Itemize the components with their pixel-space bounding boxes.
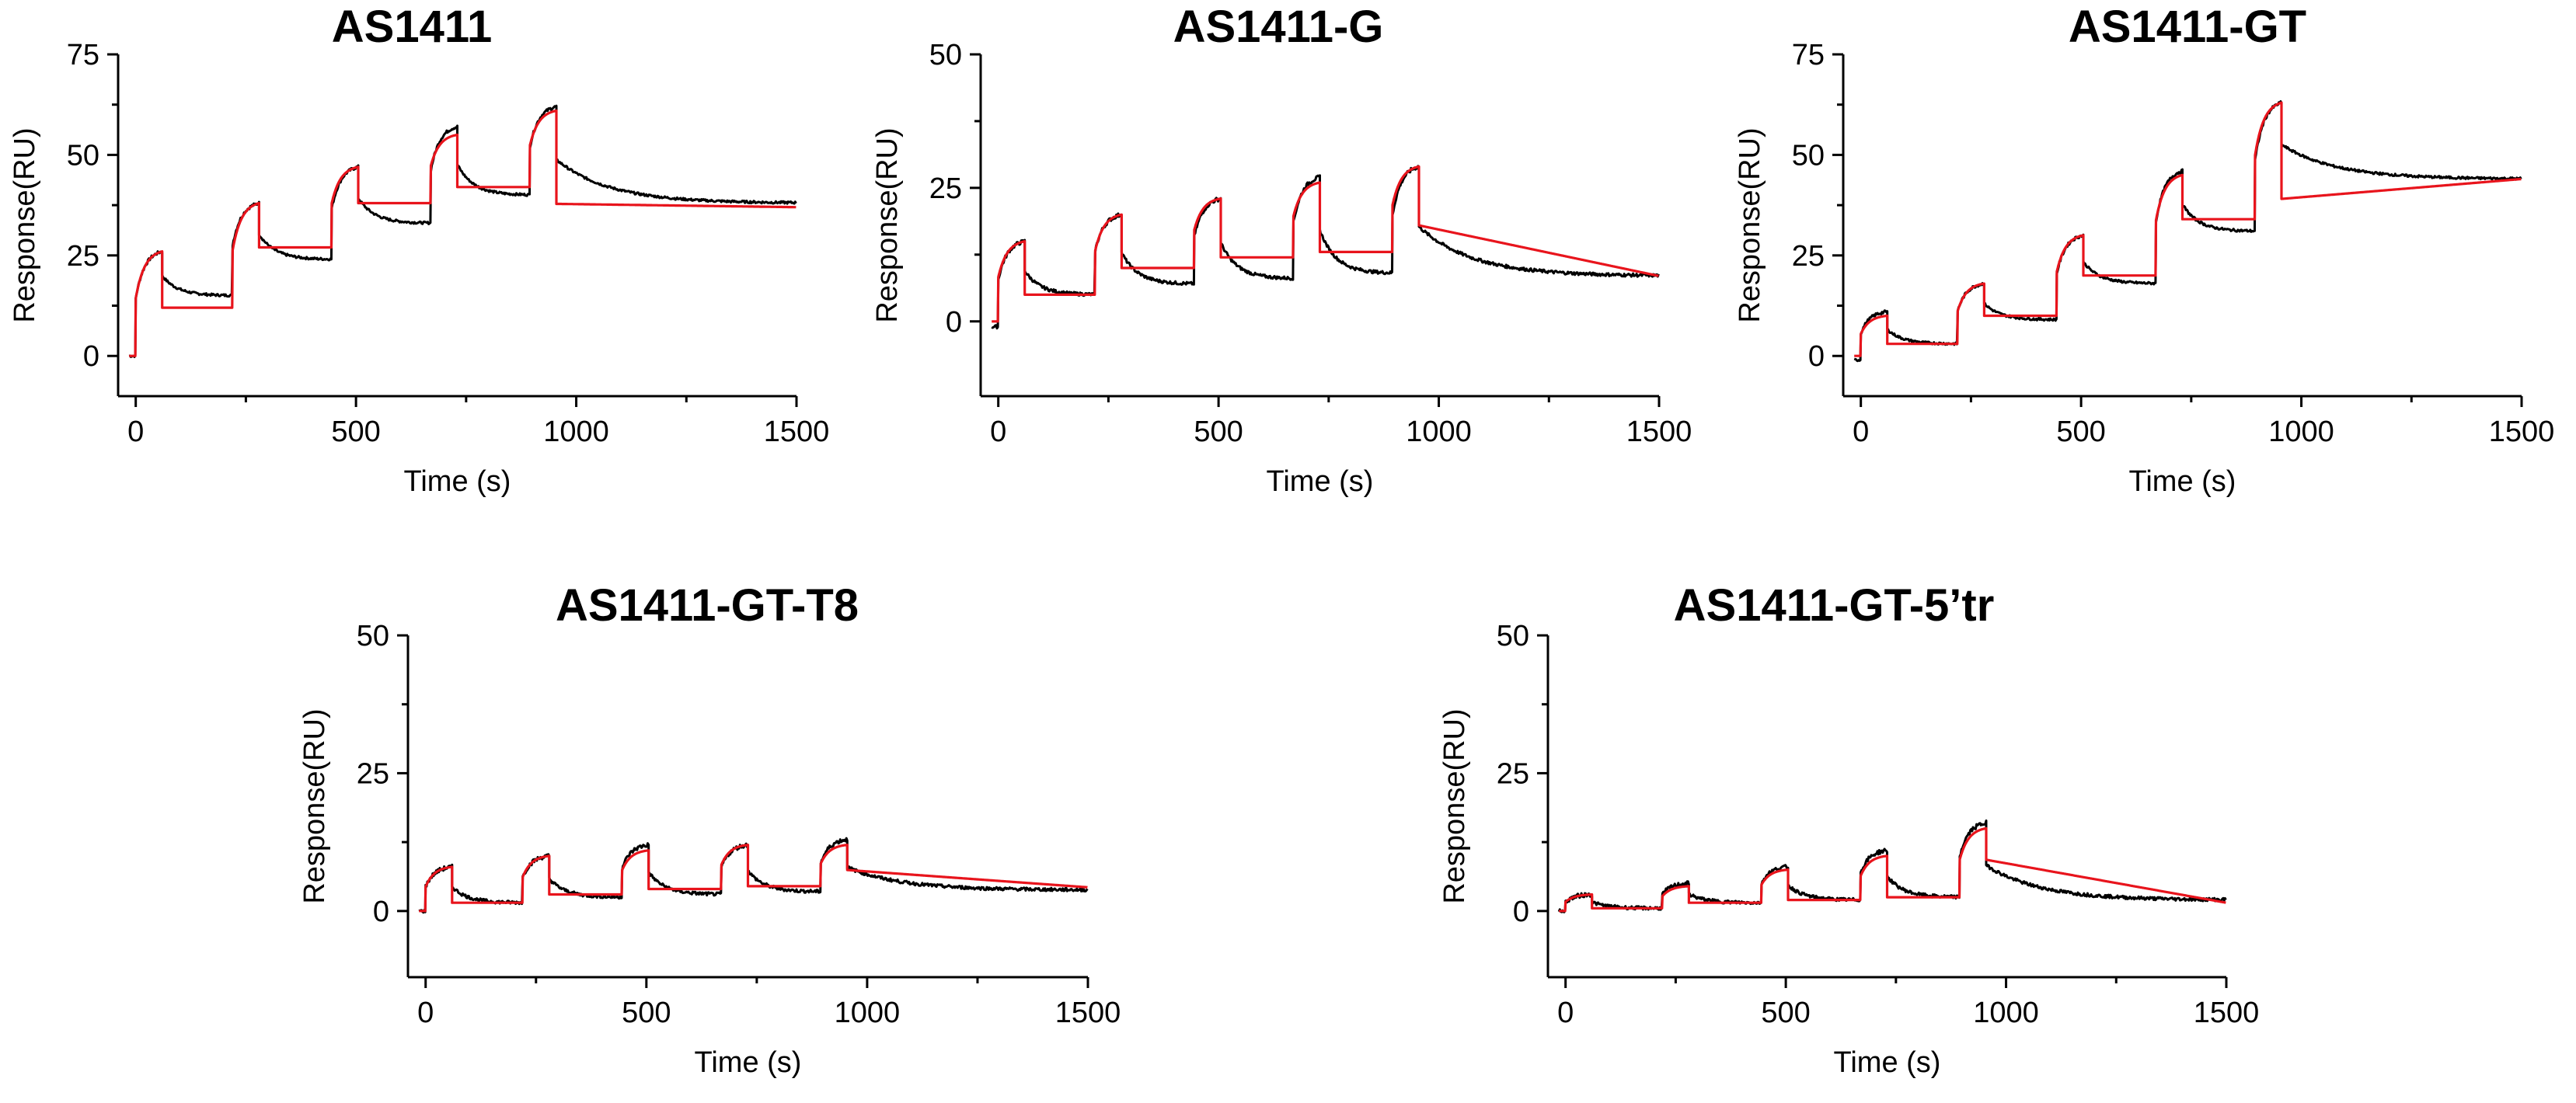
y-tick-label: 0 [373, 896, 389, 928]
x-tick-label: 500 [1761, 997, 1810, 1029]
x-tick-label: 1500 [2489, 416, 2555, 448]
y-tick-label: 25 [929, 172, 962, 205]
y-tick-label: 0 [946, 306, 962, 339]
y-axis-label: Response(RU) [1438, 708, 1471, 903]
series-line-measured [128, 104, 797, 358]
x-tick-label: 1500 [764, 416, 830, 448]
x-tick-label: 1000 [543, 416, 609, 448]
y-tick-label: 50 [357, 620, 389, 652]
x-tick-label: 1000 [835, 997, 901, 1029]
y-tick-label: 25 [1497, 757, 1529, 790]
x-tick-label: 0 [417, 997, 434, 1029]
y-axis-label: Response(RU) [1734, 127, 1766, 322]
x-axis-label: Time (s) [1834, 1046, 1941, 1079]
x-tick-label: 1500 [1055, 997, 1121, 1029]
y-tick-label: 25 [1792, 240, 1825, 273]
y-tick-label: 25 [357, 757, 389, 790]
x-tick-label: 0 [1853, 416, 1869, 448]
y-axis-label: Response(RU) [298, 708, 331, 903]
series-line-measured [1853, 100, 2522, 363]
x-tick-label: 0 [127, 416, 144, 448]
y-tick-label: 50 [1497, 620, 1529, 652]
x-tick-label: 1000 [1973, 997, 2039, 1029]
x-tick-label: 1000 [2268, 416, 2334, 448]
x-tick-label: 0 [1557, 997, 1574, 1029]
chart-panel-3: AS1411-GT 0 25 50 75 0 500 1000 1500 Time (s) Resp… [1734, 2, 2554, 498]
chart-title: AS1411-GT-T8 [556, 580, 859, 631]
x-tick-label: 1000 [1406, 416, 1472, 448]
x-axis-label: Time (s) [404, 465, 511, 498]
x-tick-label: 0 [990, 416, 1006, 448]
y-tick-label: 50 [67, 139, 99, 172]
y-tick-label: 0 [1513, 896, 1529, 928]
series-line-fit [418, 844, 1089, 913]
chart-title: AS1411-GT [2069, 2, 2306, 52]
y-tick-label: 75 [67, 39, 99, 71]
series-line-fit [991, 165, 1660, 323]
chart-panel-1: AS1411 0 25 50 75 0 500 1000 1500 Time (s) Respons… [9, 2, 829, 498]
x-tick-label: 500 [331, 416, 380, 448]
series-line-fit [128, 109, 797, 357]
series-line-measured [1557, 819, 2227, 913]
x-axis-label: Time (s) [1267, 465, 1374, 498]
x-tick-label: 1500 [1626, 416, 1692, 448]
x-tick-label: 500 [2056, 416, 2105, 448]
chart-title: AS1411-G [1173, 2, 1384, 52]
y-tick-label: 0 [83, 340, 99, 373]
y-tick-label: 25 [67, 240, 99, 273]
y-tick-label: 50 [929, 39, 962, 71]
chart-title: AS1411 [332, 2, 492, 52]
y-axis-label: Response(RU) [9, 127, 41, 322]
y-tick-label: 50 [1792, 139, 1825, 172]
y-tick-label: 75 [1792, 39, 1825, 71]
x-tick-label: 500 [1194, 416, 1243, 448]
x-tick-label: 500 [622, 997, 671, 1029]
x-axis-label: Time (s) [695, 1046, 802, 1079]
y-tick-label: 0 [1808, 340, 1825, 373]
x-axis-label: Time (s) [2129, 465, 2236, 498]
series-line-measured [418, 837, 1089, 914]
x-tick-label: 1500 [2194, 997, 2260, 1029]
y-axis-label: Response(RU) [871, 127, 904, 322]
series-line-fit [1853, 101, 2522, 357]
series-line-measured [991, 165, 1660, 330]
series-line-fit [1558, 826, 2227, 913]
chart-title: AS1411-GT-5’tr [1674, 580, 1995, 631]
